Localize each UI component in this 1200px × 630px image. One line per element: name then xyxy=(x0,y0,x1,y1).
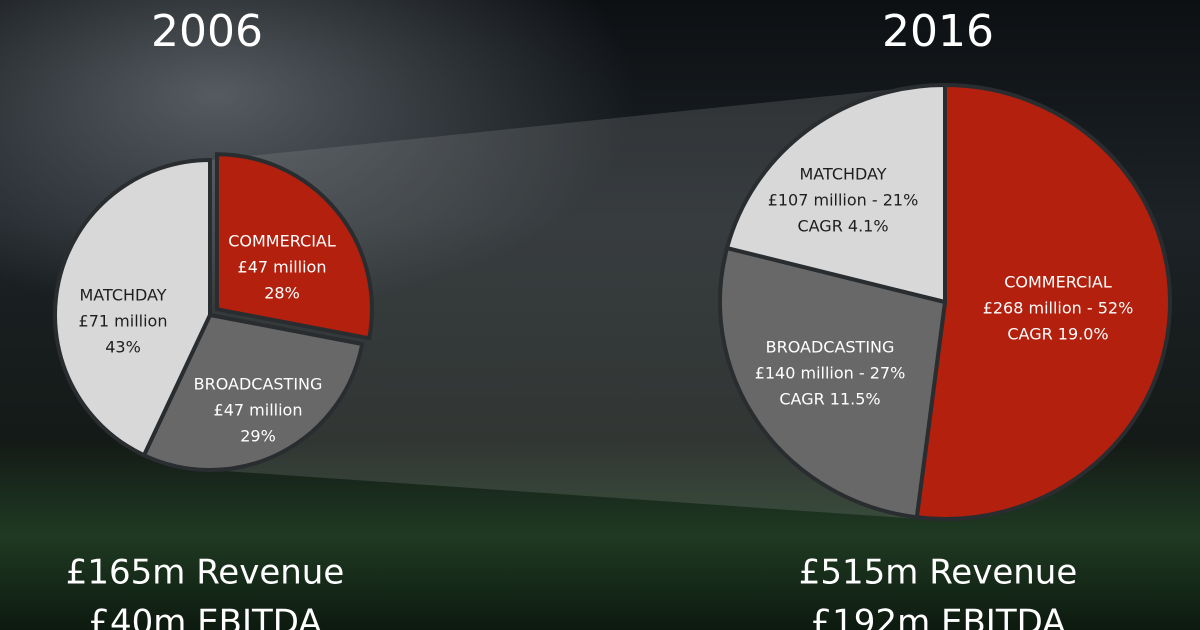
footer-line: £192m EBITDA xyxy=(811,603,1066,630)
pie-slice xyxy=(214,152,374,341)
footer-line: £40m EBITDA xyxy=(88,603,321,630)
slice-percent: 43% xyxy=(105,338,141,357)
pie-slice xyxy=(141,312,365,472)
slice-amount: £71 million xyxy=(79,312,168,331)
chart-title: 2006 xyxy=(151,6,263,57)
slice-name: MATCHDAY xyxy=(79,286,166,305)
slice-name: COMMERCIAL xyxy=(228,232,336,251)
slice-name: BROADCASTING xyxy=(766,338,895,357)
chart-title: 2016 xyxy=(882,6,994,57)
pie-slice xyxy=(724,82,947,305)
slice-amount-percent: £140 million - 27% xyxy=(755,364,906,383)
slice-name: MATCHDAY xyxy=(799,165,886,184)
slice-cagr: CAGR 11.5% xyxy=(779,390,880,409)
slice-name: COMMERCIAL xyxy=(1004,273,1112,292)
slice-percent: 29% xyxy=(240,427,276,446)
footer-line: £165m Revenue xyxy=(66,553,345,593)
slice-cagr: CAGR 19.0% xyxy=(1007,325,1108,344)
slice-name: BROADCASTING xyxy=(194,375,323,394)
pie-slice xyxy=(53,157,212,458)
slice-amount: £47 million xyxy=(214,401,303,420)
footer-line: £515m Revenue xyxy=(799,553,1078,593)
slice-amount-percent: £268 million - 52% xyxy=(983,299,1134,318)
slice-amount-percent: £107 million - 21% xyxy=(768,191,919,210)
slice-percent: 28% xyxy=(264,284,300,303)
slice-amount: £47 million xyxy=(238,258,327,277)
slice-cagr: CAGR 4.1% xyxy=(797,217,888,236)
pie-slice xyxy=(914,82,1172,521)
pie-slice xyxy=(718,245,948,520)
